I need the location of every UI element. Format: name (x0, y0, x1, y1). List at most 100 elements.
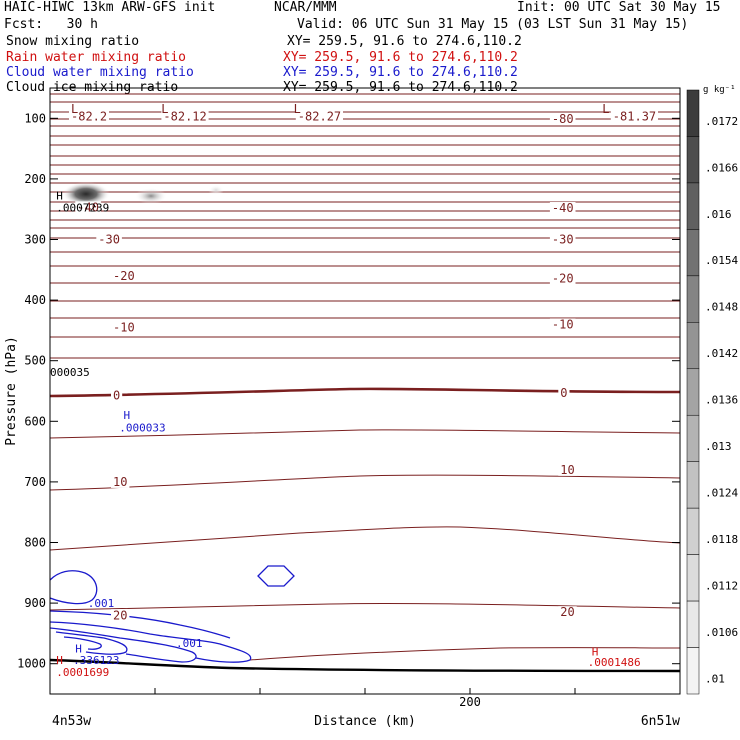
contour-label-background (161, 110, 209, 123)
temperature-contour (50, 357, 680, 359)
temperature-contour-label: -82.27 (298, 110, 341, 124)
contour-label-background (549, 233, 576, 246)
contour-label-background (549, 272, 576, 285)
cloud-ice-shading (62, 182, 224, 206)
contour-label-background (69, 110, 109, 123)
field-label-snow: Snow mixing ratio (6, 34, 140, 49)
field-xy-cloud-water: XY= 259.5, 91.6 to 274.6,110.2 (283, 65, 518, 80)
colorbar-swatch (686, 554, 700, 602)
temperature-contour (50, 237, 680, 239)
y-tick-label: 700 (24, 475, 46, 489)
cloud-ice-faint (208, 185, 224, 195)
contour-label-background (111, 475, 130, 488)
contour-label-background (96, 233, 122, 246)
field-label-cloud-water: Cloud water mixing ratio (6, 65, 194, 80)
temperature-contour-label: -10 (552, 317, 574, 331)
value-annotation: 000035 (50, 366, 90, 379)
temperature-contour (50, 135, 680, 137)
colorbar-level-label: .0166 (705, 161, 738, 174)
colorbar-level-label: .013 (705, 440, 732, 453)
colorbar-swatch (686, 368, 700, 416)
temperature-contour (50, 125, 680, 127)
temperature-contour-label: -20 (113, 269, 135, 283)
y-tick-label: 500 (24, 354, 46, 368)
temperature-contour (50, 210, 680, 212)
temperature-contour-label: 0 (113, 388, 120, 402)
temperature-contour (50, 118, 680, 120)
y-tick-label: 200 (24, 172, 46, 186)
temperature-contour (50, 182, 680, 184)
temperature-contour (50, 227, 680, 229)
colorbar-units: g kg⁻¹ (703, 85, 736, 95)
colorbar-level-label: .0124 (705, 487, 738, 500)
temperature-contour-label: 10 (113, 475, 127, 489)
value-annotation: H (592, 646, 599, 659)
temperature-contour-label: -10 (113, 320, 135, 334)
field-label-rain: Rain water mixing ratio (6, 50, 187, 65)
header-title: HAIC-HIWC 13km ARW-GFS init (4, 0, 216, 15)
temperature-contour-label: -30 (98, 233, 120, 247)
cloud-water-contour-1 (50, 610, 231, 639)
header-org: NCAR/MMM (274, 0, 337, 15)
value-annotation: .0001486 (588, 656, 641, 669)
y-tick-label: 300 (24, 233, 46, 247)
colorbar-swatch (686, 182, 700, 230)
temperature-contour-label: -80 (552, 112, 574, 126)
y-tick-label: 900 (24, 596, 46, 610)
temperature-contour (50, 219, 680, 221)
y-axis-title: Pressure (hPa) (4, 336, 19, 446)
value-annotation: .0001699 (56, 666, 109, 679)
colorbar-swatch (686, 461, 700, 509)
y-tick-label: 600 (24, 414, 46, 428)
contour-label-background (558, 386, 570, 399)
value-annotation: .001 (88, 597, 115, 610)
contour-label-background (549, 112, 576, 125)
contour-labels: -82.2 -82.12 -82.27 -80 -81.37 -40 -40 -30 -30 -2… (50, 102, 658, 679)
colorbar-level-label: .0154 (705, 254, 738, 267)
x-axis-title: Distance (km) (314, 714, 416, 729)
colorbar-level-label: .01 (705, 672, 725, 685)
cloud-ice-patch (135, 188, 167, 204)
contour-label-background (111, 269, 137, 282)
temperature-contour (50, 474, 680, 491)
field-xy-snow: XY= 259.5, 91.6 to 274.6,110.2 (287, 34, 522, 49)
colorbar-level-label: .016 (705, 208, 732, 221)
header-fcst: Fcst: 30 h (4, 17, 98, 32)
cloud-water-contour-4 (55, 631, 128, 655)
colorbar-swatch (686, 322, 700, 370)
cloud-water-contour-upper (50, 570, 98, 605)
colorbar-level-label: .0142 (705, 347, 738, 360)
temperature-contour-label: -81.37 (613, 110, 656, 124)
header-init: Init: 00 UTC Sat 30 May 15 (517, 0, 721, 15)
low-marker: L (161, 102, 168, 116)
temperature-contour (50, 300, 680, 302)
colorbar-swatch (686, 275, 700, 323)
cloud-ice-core (62, 182, 110, 206)
colorbar-swatch (686, 136, 700, 184)
temperature-contour (50, 429, 680, 439)
temperature-contour (50, 111, 680, 113)
temperature-contour (50, 526, 680, 551)
contour-label-background (558, 463, 577, 476)
temperature-contour-label: 20 (113, 608, 127, 622)
value-annotation: .001 (176, 637, 203, 650)
temperature-contour-label: 20 (560, 605, 574, 619)
low-marker: L (602, 102, 609, 116)
y-tick-label: 100 (24, 111, 46, 125)
y-tick-label: 400 (24, 293, 46, 307)
contour-label-background (111, 389, 123, 402)
colorbar-level-label: .0118 (705, 533, 738, 546)
contour-label-background (75, 201, 101, 214)
temperature-contour-label: 10 (560, 463, 574, 477)
temperature-contour-label: -40 (77, 200, 99, 214)
colorbar-level-label: .0106 (705, 626, 738, 639)
temperature-contour (50, 251, 680, 253)
colorbar-level-label: .0148 (705, 301, 738, 314)
temperature-contour (50, 173, 680, 175)
temperature-contour (50, 201, 680, 203)
low-marker: L (294, 102, 301, 116)
temperature-contour-label: -30 (552, 233, 574, 247)
value-annotation: .0007239 (56, 201, 109, 214)
temperature-contour (50, 101, 680, 103)
temperature-contour (50, 155, 680, 157)
